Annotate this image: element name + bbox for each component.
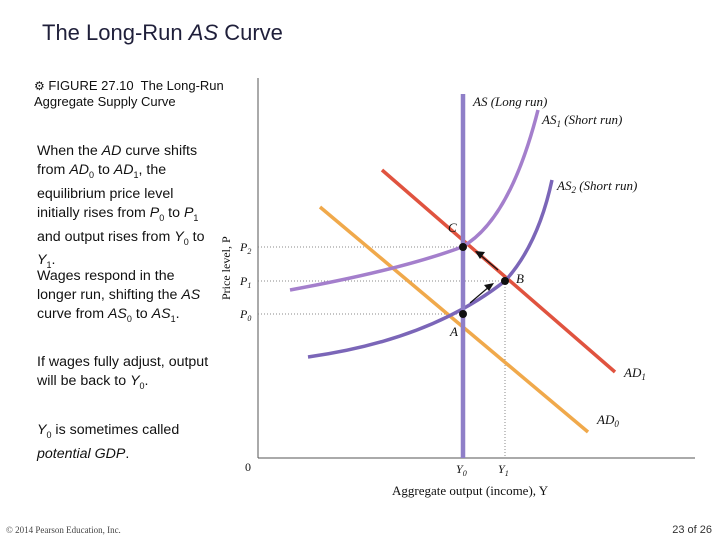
slide-title-italic: AS — [188, 20, 219, 45]
x-tick-y0: Y0 — [456, 462, 467, 478]
point-c-marker — [459, 243, 467, 251]
arrow-a-to-b-head — [484, 283, 494, 291]
point-b-label: B — [516, 271, 524, 286]
figure-title: The Long-Run Aggregate Supply Curve — [34, 78, 224, 109]
figure-label: FIGURE 27.10 — [48, 78, 134, 93]
as2-label: AS2 (Short run) — [556, 178, 637, 195]
point-b-marker — [501, 277, 509, 285]
slide-title-text: The Long-Run — [42, 20, 189, 45]
arrow-b-to-c — [478, 253, 499, 271]
arrow-b-to-c-head — [475, 251, 485, 259]
figure-caption: ⚙ FIGURE 27.10 The Long-Run Aggregate Su… — [34, 78, 249, 110]
x-tick-y1: Y1 — [498, 462, 509, 478]
y-tick-p0: P0 — [239, 307, 251, 323]
paragraph-full-adjust: If wages fully adjust, output will be ba… — [37, 354, 209, 391]
as-long-run-label: AS (Long run) — [472, 94, 547, 109]
slide-title-tail: Curve — [218, 20, 283, 45]
x-axis-title: Aggregate output (income), Y — [392, 483, 549, 498]
ad1-label: AD1 — [623, 365, 646, 382]
gear-icon: ⚙ — [34, 79, 45, 93]
ad1-curve — [380, 168, 617, 374]
ad0-curve — [318, 205, 590, 434]
paragraph-potential-gdp: Y0 is sometimes called potential GDP. — [37, 422, 180, 462]
paragraph-wages-respond: Wages respond in the longer run, shiftin… — [37, 268, 201, 324]
slide-title: The Long-Run AS Curve — [42, 20, 283, 46]
point-a-marker — [459, 310, 467, 318]
footer-copyright: © 2014 Pearson Education, Inc. — [6, 525, 121, 535]
origin-label: 0 — [245, 460, 251, 474]
as2-curve — [307, 179, 554, 359]
paragraph-ad-shift: When the AD curve shifts from AD0 to AD1… — [37, 143, 205, 271]
y-tick-p1: P1 — [239, 274, 251, 290]
point-c-label: C — [448, 220, 457, 235]
as1-label: AS1 (Short run) — [541, 112, 622, 129]
y-tick-p2: P2 — [239, 240, 251, 256]
arrow-a-to-b — [469, 285, 491, 304]
point-a-label: A — [449, 324, 458, 339]
ad0-label: AD0 — [596, 412, 619, 429]
y-axis-title: Price level, P — [219, 236, 233, 300]
footer-page-number: 23 of 26 — [672, 524, 712, 536]
